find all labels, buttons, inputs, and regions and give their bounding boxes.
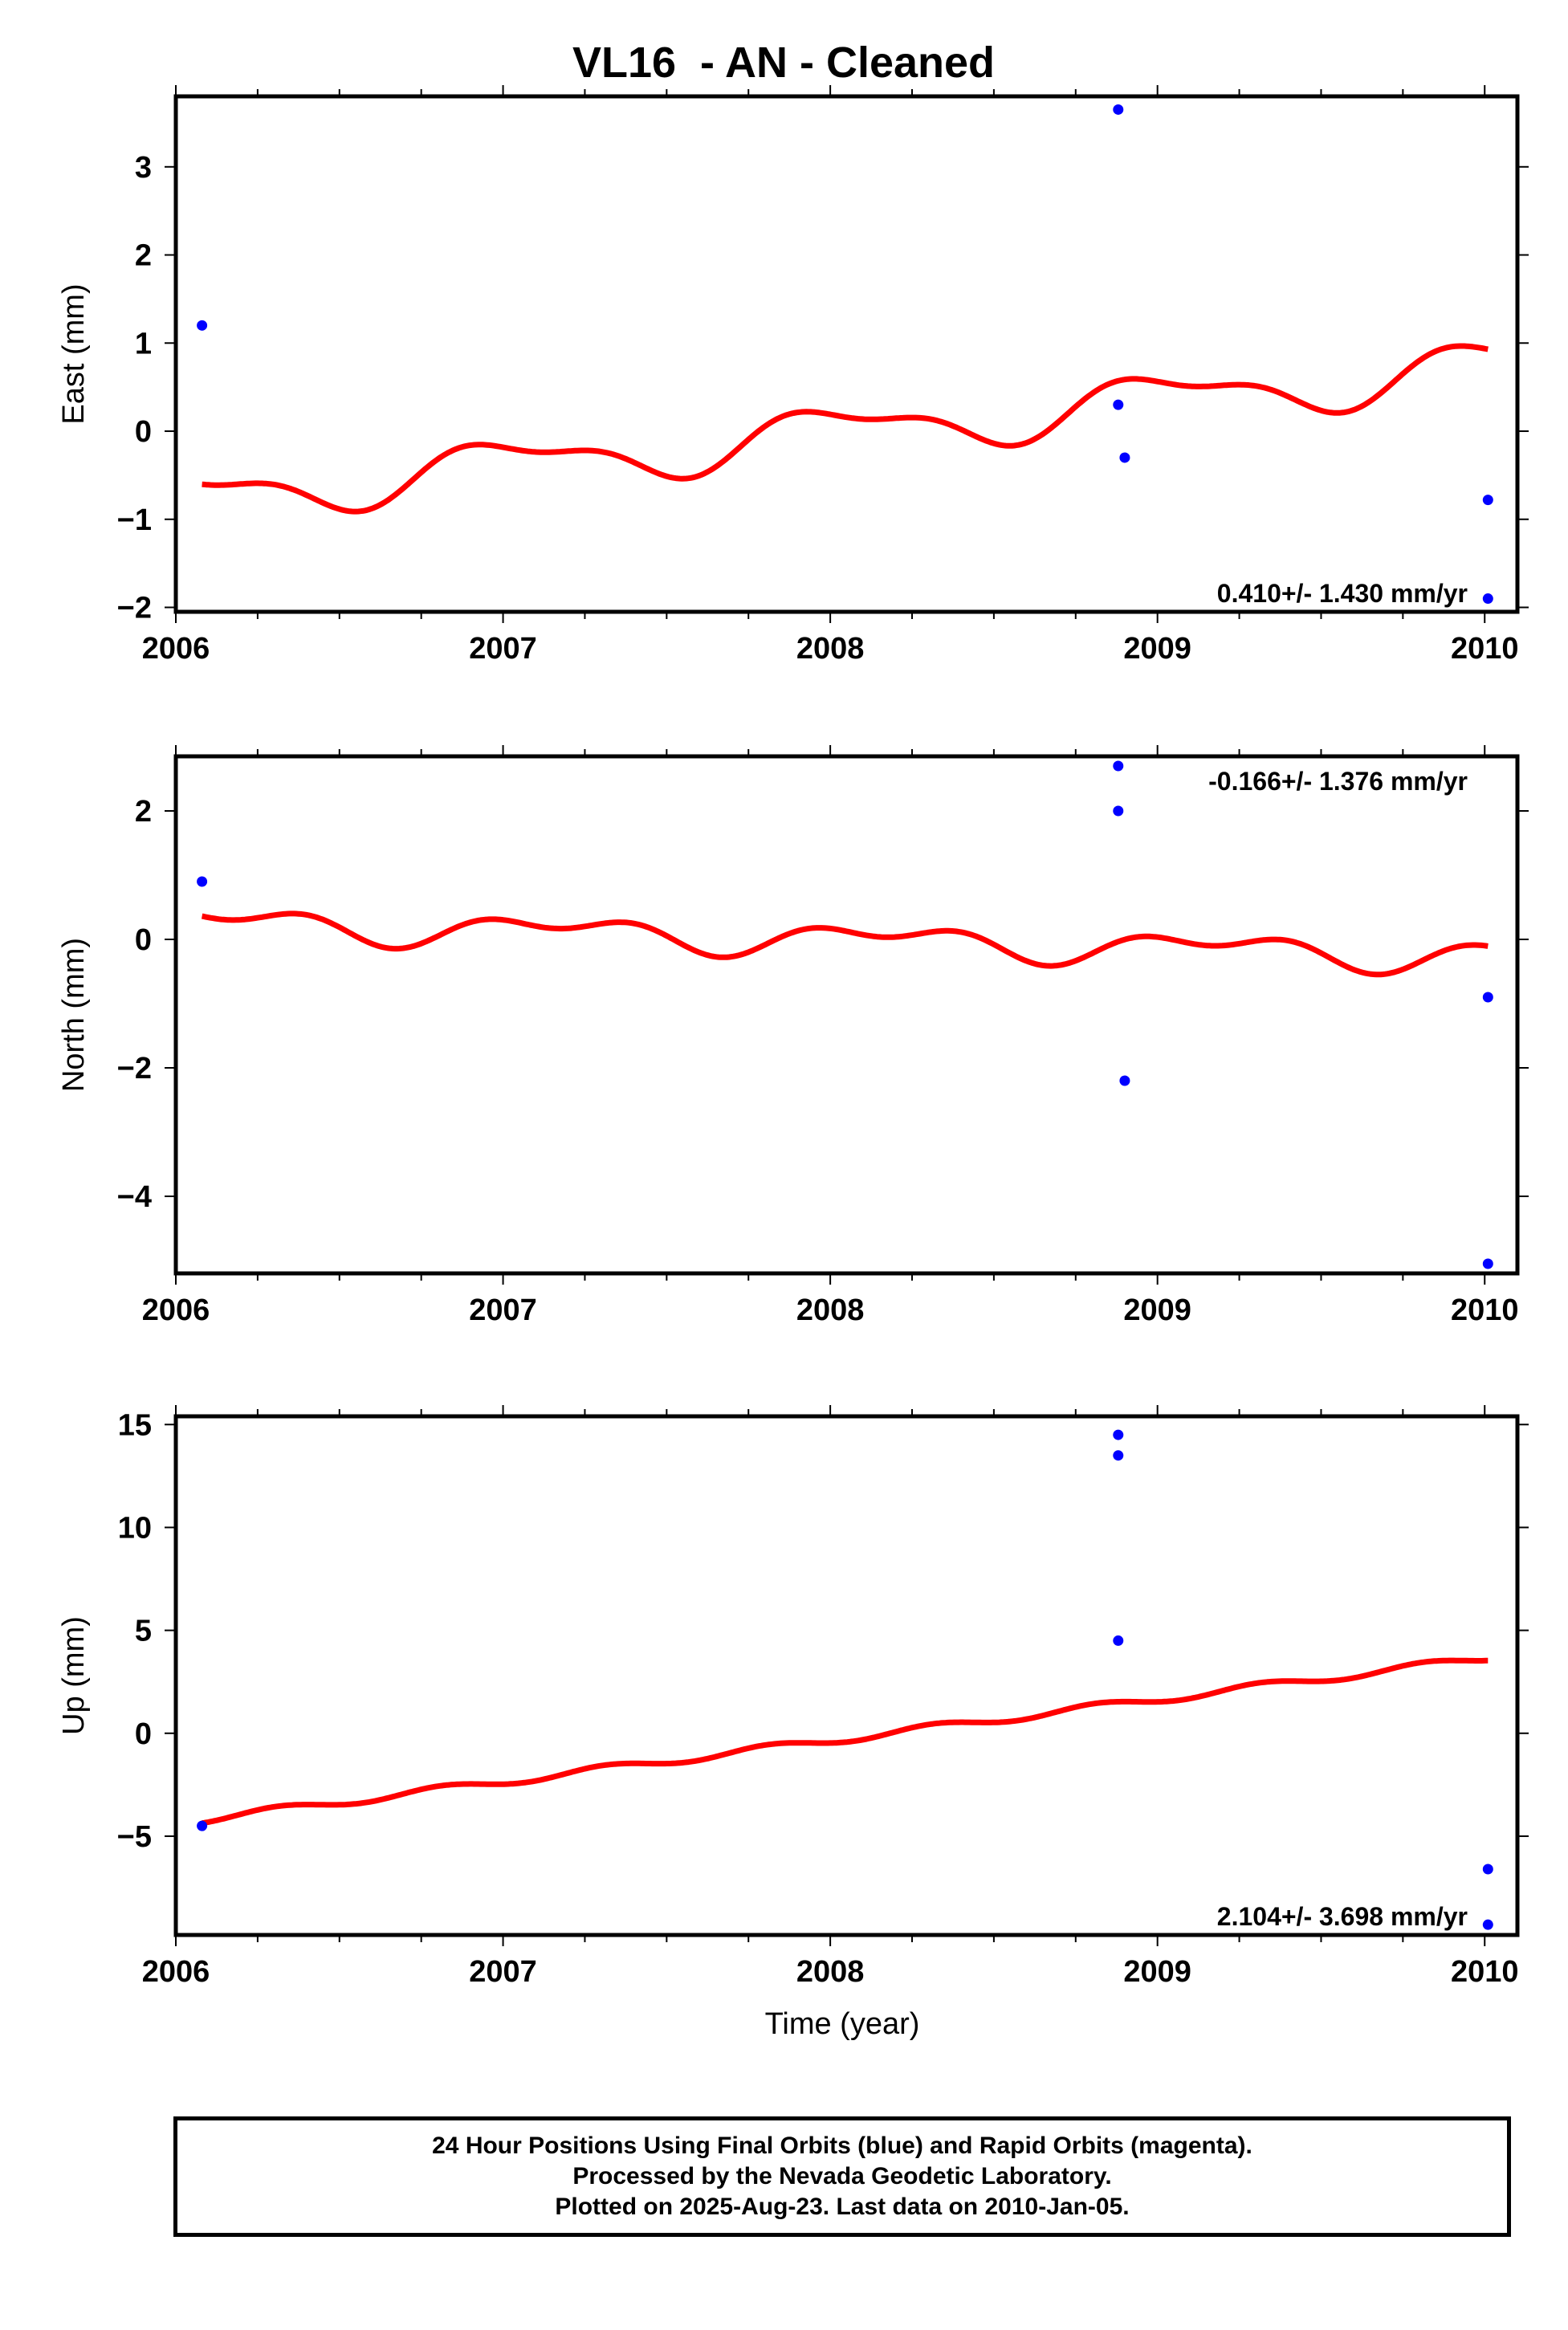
east-data-point [197,320,208,331]
footer-line-2: Processed by the Nevada Geodetic Laborat… [572,2163,1112,2189]
up-ytick-label: 10 [118,1511,152,1545]
north-data-point [1119,1075,1130,1086]
up-model-line [201,1657,1489,1827]
east-panel: 2006 2007 2008 2009 2010 −2 −1 0 1 2 3 East (mm) 0.4… [57,85,1529,666]
north-model-line [201,910,1489,978]
north-rate-label: -0.166+/- 1.376 mm/yr [1208,767,1468,796]
north-ytick-label: 2 [135,795,152,829]
north-data-point [1113,805,1124,817]
footer-line-3: Plotted on 2025-Aug-23. Last data on 201… [555,2194,1130,2220]
north-ytick-label: −2 [117,1052,152,1086]
north-y-axis-label: North (mm) [57,938,91,1092]
up-xtick-label: 2006 [142,1955,210,1989]
up-xtick-label: 2007 [469,1955,537,1989]
east-frame [173,94,1520,614]
east-xtick-label: 2007 [469,632,537,666]
up-data-point [1113,1450,1124,1461]
up-data-point [1482,1864,1493,1875]
east-data-point [1113,399,1124,410]
east-data-point [1113,104,1124,115]
east-xtick-label: 2008 [796,632,865,666]
east-ytick-label: 3 [135,151,152,185]
footer-line-1: 24 Hour Positions Using Final Orbits (bl… [432,2132,1252,2159]
east-ytick-label: 0 [135,415,152,449]
north-ytick-label: 0 [135,923,152,957]
east-xtick-label: 2010 [1451,632,1519,666]
north-xtick-label: 2009 [1123,1293,1191,1327]
up-xtick-label: 2010 [1451,1955,1519,1989]
east-data-point [1119,452,1130,463]
east-rate-label: 0.410+/- 1.430 mm/yr [1217,579,1468,608]
up-rate-label: 2.104+/- 3.698 mm/yr [1217,1902,1468,1931]
up-data-point [1113,1635,1124,1646]
up-data-point [1113,1429,1124,1440]
x-axis-label: Time (year) [765,2007,920,2041]
up-ytick-label: 5 [135,1615,152,1648]
up-y-axis-label: Up (mm) [57,1616,91,1735]
north-xtick-label: 2006 [142,1293,210,1327]
east-ytick-label: 2 [135,239,152,273]
north-data-point [1482,1258,1493,1269]
east-xtick-label: 2009 [1123,632,1191,666]
north-data-point [1482,992,1493,1003]
north-xtick-label: 2010 [1451,1293,1519,1327]
east-ytick-label: −1 [117,503,152,537]
chart-title: VL16 - AN - Cleaned [572,39,995,87]
north-ytick-label: −4 [117,1180,152,1214]
up-ytick-label: 15 [118,1408,152,1442]
up-ytick-label: −5 [117,1820,152,1854]
up-data-point [197,1820,208,1831]
up-xtick-label: 2008 [796,1955,865,1989]
north-panel: 2006 2007 2008 2009 2010 −4 −2 0 2 North (mm) -0.1… [57,745,1529,1327]
east-ytick-label: −2 [117,592,152,625]
north-data-point [1113,760,1124,772]
east-y-axis-label: East (mm) [57,283,91,424]
east-data-point [1482,495,1493,506]
north-frame [173,754,1520,1276]
up-data-point [1482,1919,1493,1930]
north-xtick-label: 2008 [796,1293,865,1327]
north-xtick-label: 2007 [469,1293,537,1327]
east-xtick-label: 2006 [142,632,210,666]
up-panel: 2006 2007 2008 2009 2010 −5 0 5 10 15 Up (mm) 2.104… [57,1405,1529,1989]
up-xtick-label: 2009 [1123,1955,1191,1989]
up-ytick-label: 0 [135,1717,152,1751]
north-data-point [197,876,208,887]
east-model-line [201,343,1489,515]
footer-box: 24 Hour Positions Using Final Orbits (bl… [173,2116,1511,2237]
up-frame [173,1414,1520,1937]
east-data-point [1482,593,1493,605]
east-ytick-label: 1 [135,327,152,360]
